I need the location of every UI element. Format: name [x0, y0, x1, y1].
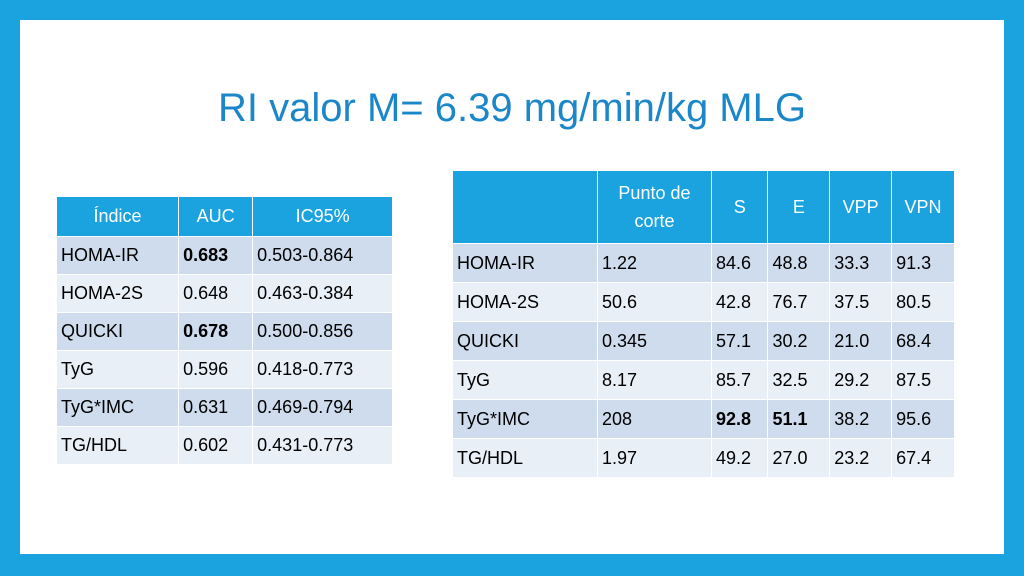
table-cell: 1.97 — [596, 438, 712, 478]
table-cell: 27.0 — [767, 438, 831, 478]
table-cell: 0.648 — [178, 274, 254, 313]
col-header-ic95: IC95% — [252, 196, 393, 237]
col-header-vpp: VPP — [829, 170, 893, 244]
table-cell: 57.1 — [710, 321, 769, 361]
table-row: HOMA-2S 50.6 42.8 76.7 37.5 80.5 — [452, 282, 955, 322]
table-cell: 0.469-0.794 — [252, 388, 393, 427]
table-header-row: Punto de corte S E VPP VPN — [452, 170, 955, 244]
table-cell: 0.503-0.864 — [252, 236, 393, 275]
table-cell: 0.463-0.384 — [252, 274, 393, 313]
table-cell: 0.431-0.773 — [252, 426, 393, 465]
table-cell: TyG — [55, 350, 180, 389]
table-cell: 0.418-0.773 — [252, 350, 393, 389]
table-cell: 37.5 — [829, 282, 893, 322]
table-row: QUICKI 0.345 57.1 30.2 21.0 68.4 — [452, 321, 955, 361]
table-cell: 23.2 — [829, 438, 893, 478]
table-cell: 33.3 — [829, 243, 893, 283]
table-cell: 95.6 — [891, 399, 955, 439]
table-row: QUICKI 0.678 0.500-0.856 — [55, 312, 393, 351]
table-cell: TyG — [452, 360, 598, 400]
table-cell: 76.7 — [767, 282, 831, 322]
table-cell: TG/HDL — [55, 426, 180, 465]
table-cell: 0.683 — [178, 236, 254, 275]
table-cell: 0.500-0.856 — [252, 312, 393, 351]
table-cell: QUICKI — [55, 312, 180, 351]
table-cell: 0.602 — [178, 426, 254, 465]
table-row: TG/HDL 0.602 0.431-0.773 — [55, 426, 393, 465]
table-cell: 51.1 — [767, 399, 831, 439]
table-cell: 91.3 — [891, 243, 955, 283]
col-header-empty — [452, 170, 598, 244]
table-row: TG/HDL 1.97 49.2 27.0 23.2 67.4 — [452, 438, 955, 478]
table-cell: 68.4 — [891, 321, 955, 361]
table-cell: TG/HDL — [452, 438, 598, 478]
table-row: TyG*IMC 208 92.8 51.1 38.2 95.6 — [452, 399, 955, 439]
table-cell: 80.5 — [891, 282, 955, 322]
table-row: TyG 0.596 0.418-0.773 — [55, 350, 393, 389]
table-cell: 1.22 — [596, 243, 712, 283]
table-cell: 0.596 — [178, 350, 254, 389]
table-cell: 67.4 — [891, 438, 955, 478]
table-cell: 0.345 — [596, 321, 712, 361]
table-cell: 32.5 — [767, 360, 831, 400]
table-cell: HOMA-2S — [452, 282, 598, 322]
table-cell: 87.5 — [891, 360, 955, 400]
col-header-s: S — [710, 170, 769, 244]
table-cell: HOMA-IR — [55, 236, 180, 275]
col-header-indice: Índice — [55, 196, 180, 237]
table-row: HOMA-IR 0.683 0.503-0.864 — [55, 236, 393, 275]
col-header-e: E — [767, 170, 831, 244]
table-cell: 42.8 — [710, 282, 769, 322]
table-cell: 21.0 — [829, 321, 893, 361]
table-cell: TyG*IMC — [452, 399, 598, 439]
table-cell: 49.2 — [710, 438, 769, 478]
table-header-row: Índice AUC IC95% — [55, 196, 393, 237]
table-cell: HOMA-2S — [55, 274, 180, 313]
table-row: TyG*IMC 0.631 0.469-0.794 — [55, 388, 393, 427]
table-cell: TyG*IMC — [55, 388, 180, 427]
col-header-punto-de-corte: Punto de corte — [596, 170, 712, 244]
table-cell: 84.6 — [710, 243, 769, 283]
table-cell: 50.6 — [596, 282, 712, 322]
table-cell: 0.678 — [178, 312, 254, 351]
table-cell: QUICKI — [452, 321, 598, 361]
col-header-vpn: VPN — [891, 170, 955, 244]
table-cell: 29.2 — [829, 360, 893, 400]
table-cell: 30.2 — [767, 321, 831, 361]
table-cell: 48.8 — [767, 243, 831, 283]
table-cell: 38.2 — [829, 399, 893, 439]
table-cell: 92.8 — [710, 399, 769, 439]
table-cell: 208 — [596, 399, 712, 439]
col-header-auc: AUC — [178, 196, 254, 237]
table-row: HOMA-IR 1.22 84.6 48.8 33.3 91.3 — [452, 243, 955, 283]
table-cell: 8.17 — [596, 360, 712, 400]
table-row: HOMA-2S 0.648 0.463-0.384 — [55, 274, 393, 313]
table-row: TyG 8.17 85.7 32.5 29.2 87.5 — [452, 360, 955, 400]
slide-title: RI valor M= 6.39 mg/min/kg MLG — [218, 86, 806, 130]
table-cell: HOMA-IR — [452, 243, 598, 283]
table-cell: 0.631 — [178, 388, 254, 427]
cutoff-table: Punto de corte S E VPP VPN HOMA-IR 1.22 … — [452, 170, 955, 478]
table-cell: 85.7 — [710, 360, 769, 400]
auc-table: Índice AUC IC95% HOMA-IR 0.683 0.503-0.8… — [55, 196, 393, 465]
